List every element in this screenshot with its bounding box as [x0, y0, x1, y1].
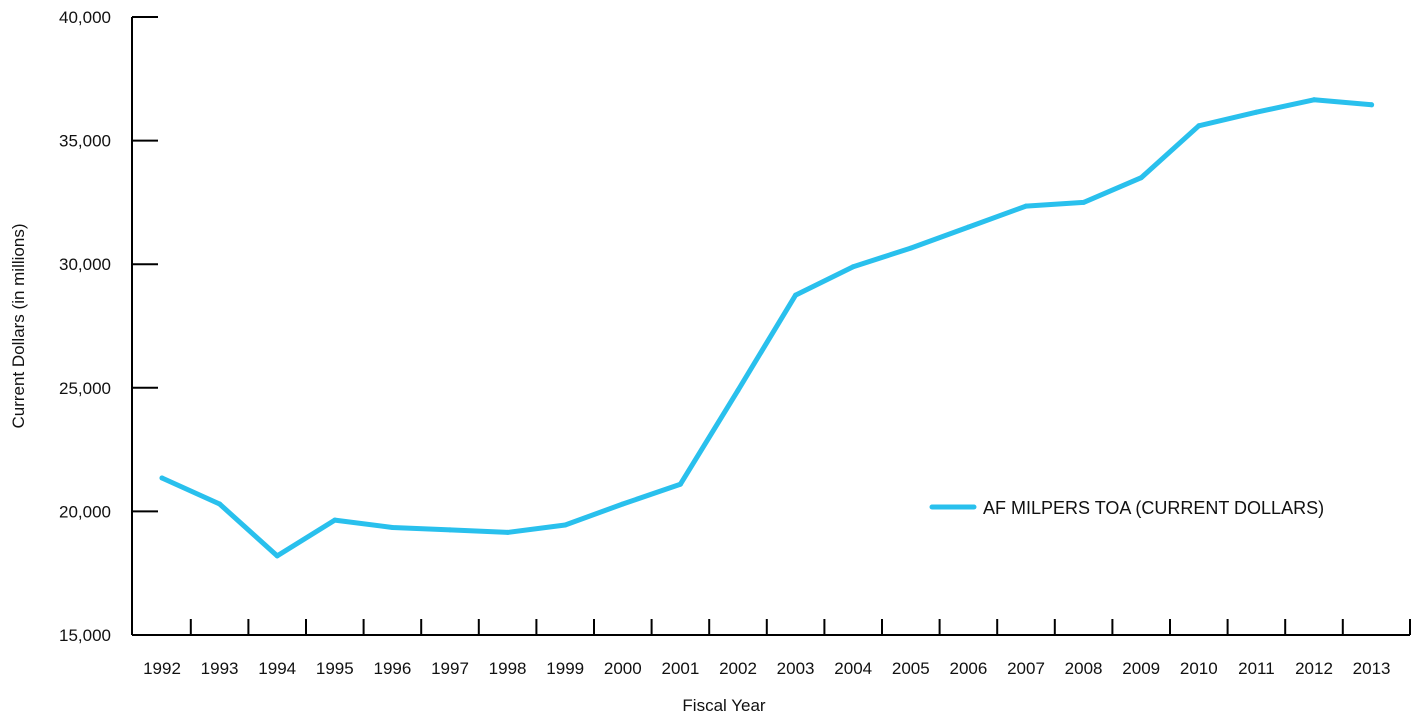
data-point [332, 517, 338, 523]
x-tick-label: 2009 [1122, 659, 1160, 678]
data-point [217, 501, 223, 507]
x-tick-label: 2013 [1353, 659, 1391, 678]
x-axis-title: Fiscal Year [682, 696, 765, 715]
x-tick-label: 2012 [1295, 659, 1333, 678]
x-tick-label: 1996 [373, 659, 411, 678]
data-point [562, 522, 568, 528]
data-point [908, 245, 914, 251]
x-tick-label: 1998 [489, 659, 527, 678]
data-point [1253, 109, 1259, 115]
data-point [793, 292, 799, 298]
data-point [735, 387, 741, 393]
y-tick-label: 30,000 [59, 255, 111, 274]
series-layer [159, 97, 1375, 559]
x-tick-label: 1997 [431, 659, 469, 678]
data-point [1081, 199, 1087, 205]
x-tick-label: 1994 [258, 659, 296, 678]
data-point [1196, 123, 1202, 129]
x-axis: 1992 1993 1994 1995 1996 1997 1998 1999 2000 2001… [132, 619, 1411, 678]
x-tick-label: 1992 [143, 659, 181, 678]
data-point [274, 553, 280, 559]
data-point [1369, 102, 1375, 108]
data-point [389, 525, 395, 530]
x-tick-label: 2000 [604, 659, 642, 678]
y-tick-label: 35,000 [59, 132, 111, 151]
data-point [447, 527, 453, 533]
y-tick-label: 25,000 [59, 379, 111, 398]
x-tick-label: 2006 [949, 659, 987, 678]
y-tick-label: 40,000 [59, 8, 111, 27]
x-tick-label: 2001 [661, 659, 699, 678]
legend-entry: AF MILPERS TOA (CURRENT DOLLARS) [983, 498, 1324, 518]
x-tick-label: 2003 [777, 659, 815, 678]
data-point [620, 501, 626, 507]
x-tick-label: 2002 [719, 659, 757, 678]
legend: AF MILPERS TOA (CURRENT DOLLARS) [929, 498, 1324, 518]
y-axis-title: Current Dollars (in millions) [9, 224, 28, 429]
series-line [159, 97, 1375, 559]
x-tick-label: 2010 [1180, 659, 1218, 678]
y-axis: 15,000 20,000 25,000 30,000 35,000 40,000 [59, 8, 158, 645]
data-point [505, 529, 511, 535]
data-point [677, 481, 683, 487]
x-tick-label: 1995 [316, 659, 354, 678]
data-point [1138, 175, 1144, 181]
data-point [159, 475, 165, 481]
y-tick-label: 20,000 [59, 502, 111, 521]
data-point [850, 264, 856, 270]
x-tick-label: 1993 [201, 659, 239, 678]
x-tick-label: 2005 [892, 659, 930, 678]
x-tick-label: 2004 [834, 659, 872, 678]
y-tick-label: 15,000 [59, 626, 111, 645]
x-tick-label: 2011 [1238, 659, 1275, 678]
x-tick-label: 2008 [1065, 659, 1103, 678]
x-tick-label: 2007 [1007, 659, 1045, 678]
x-tick-label: 1999 [546, 659, 584, 678]
data-point [1311, 97, 1317, 103]
data-point [965, 224, 971, 230]
data-point [1023, 203, 1029, 209]
